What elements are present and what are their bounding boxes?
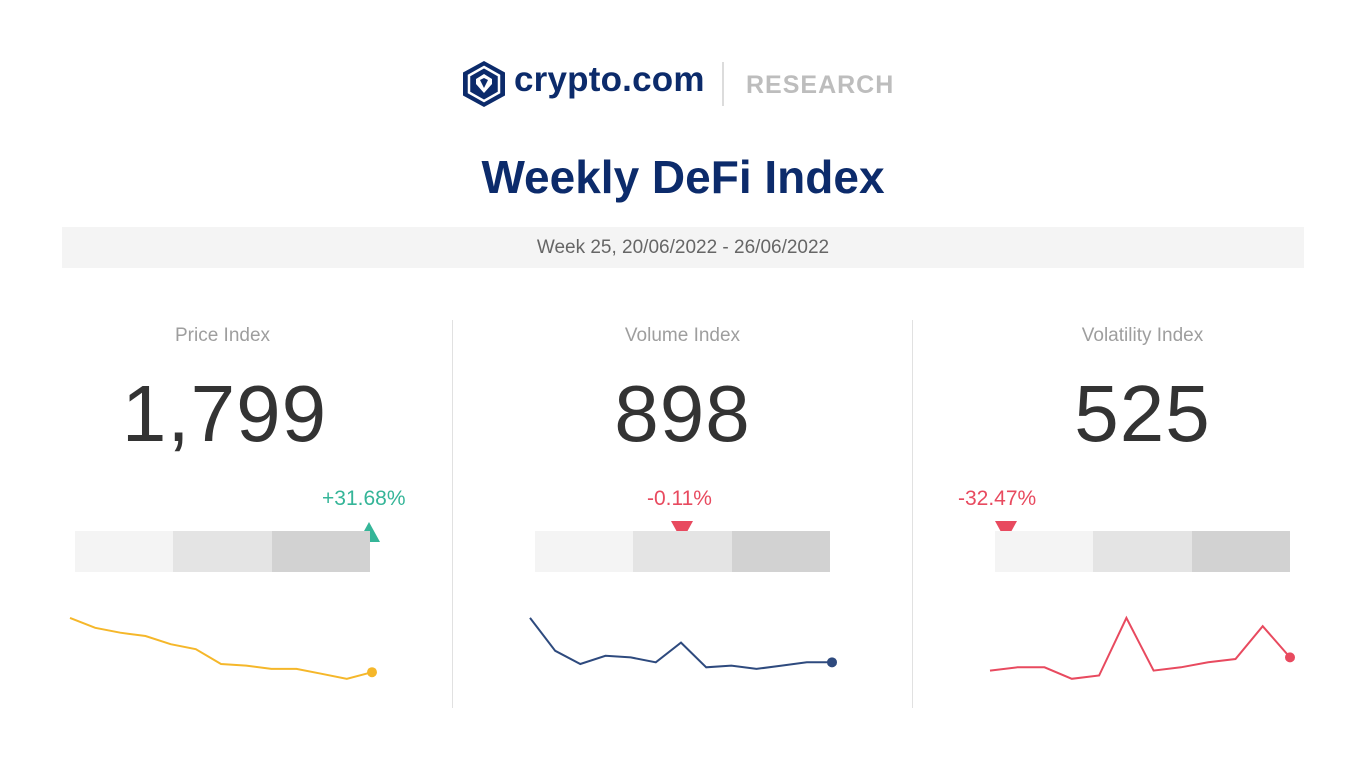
week-bar: Week 25, 20/06/2022 - 26/06/2022 (62, 227, 1304, 268)
volume-index-change: -0.11% (647, 487, 712, 510)
volume-index-panel: Volume Index 898 -0.11% (460, 300, 915, 720)
sparkline-series (989, 615, 1291, 680)
volatility-index-sparkline (989, 615, 1295, 680)
page-title: Weekly DeFi Index (481, 151, 885, 203)
price-index-scale (75, 531, 370, 572)
sparkline-series (69, 616, 373, 680)
volume-index-value: 898 (614, 369, 751, 458)
sparkline-end-point (1285, 652, 1295, 663)
sparkline-end-point (367, 667, 377, 678)
volatility-index-panel: Volatility Index 525 -32.47% (920, 300, 1366, 720)
sparkline-end-point (827, 657, 837, 668)
crypto-com-logo-icon (463, 61, 505, 107)
price-index-sparkline (69, 616, 377, 680)
volatility-index-change: -32.47% (958, 487, 1037, 510)
price-index-panel: Price Index 1,799 +31.68% (0, 300, 455, 720)
panel-divider (912, 320, 913, 708)
volume-index-sparkline (529, 617, 837, 670)
brand-divider (722, 62, 724, 106)
price-index-label: Price Index (174, 325, 271, 346)
volume-index-label: Volume Index (624, 325, 741, 346)
week-range: Week 25, 20/06/2022 - 26/06/2022 (536, 237, 830, 258)
volatility-index-label: Volatility Index (1081, 325, 1204, 346)
brand-section: RESEARCH (746, 71, 895, 99)
panel-divider (452, 320, 453, 708)
volatility-index-scale (995, 531, 1290, 572)
sparkline-series (529, 617, 832, 670)
price-index-value: 1,799 (121, 369, 328, 458)
volume-index-scale (535, 531, 830, 572)
brand-name: crypto.com (514, 60, 705, 99)
volatility-index-value: 525 (1074, 369, 1211, 458)
price-index-change: +31.68% (322, 487, 406, 510)
